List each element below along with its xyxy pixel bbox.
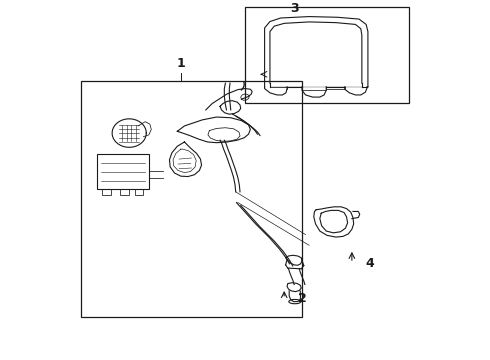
Text: 4: 4: [366, 257, 374, 270]
Text: 3: 3: [291, 2, 299, 15]
Bar: [81, 81, 302, 316]
Text: 1: 1: [176, 57, 185, 70]
Bar: [245, 6, 409, 103]
Bar: [97, 154, 149, 189]
Text: 2: 2: [297, 292, 306, 305]
